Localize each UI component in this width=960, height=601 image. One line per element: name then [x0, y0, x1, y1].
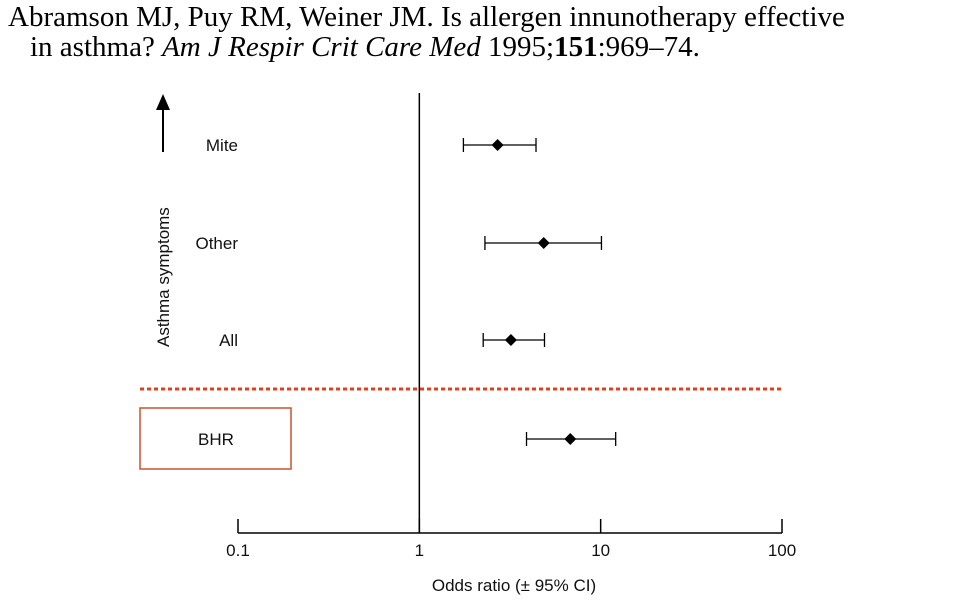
citation-line-1: Abramson MJ, Puy RM, Weiner JM. Is aller… — [8, 1, 845, 33]
forest-row: Other — [195, 234, 603, 253]
subgroup-box — [139, 407, 292, 470]
point-estimate — [537, 237, 550, 249]
x-axis: 0.1 1 10 100 — [140, 93, 796, 560]
row-label: Other — [195, 234, 238, 253]
x-tick-label: 100 — [768, 541, 796, 560]
group-label-asthma-symptoms: Asthma symptoms — [154, 207, 173, 347]
point-estimate — [564, 433, 577, 445]
citation-volume: 151 — [554, 31, 598, 63]
row-label: BHR — [198, 430, 234, 449]
citation-year: 1995; — [480, 31, 555, 63]
annotations: Asthma symptoms Odds ratio (± 95% CI) — [154, 94, 596, 595]
point-estimate — [504, 334, 517, 346]
citation-line-2: in asthma? Am J Respir Crit Care Med 199… — [8, 32, 958, 62]
point-estimate — [491, 139, 504, 151]
forest-row: BHR — [139, 407, 617, 470]
citation-journal: Am J Respir Crit Care Med — [162, 31, 481, 63]
x-tick-label: 1 — [415, 541, 424, 560]
row-label: Mite — [206, 136, 238, 155]
forest-rows: Mite Other All BHR — [139, 136, 617, 470]
citation-pages: :969–74. — [597, 31, 700, 63]
citation: Abramson MJ, Puy RM, Weiner JM. Is aller… — [8, 2, 958, 62]
forest-row: Mite — [206, 136, 537, 155]
citation-line2-prefix: in asthma? — [30, 31, 163, 63]
row-label: All — [219, 331, 238, 350]
x-tick-label: 10 — [591, 541, 610, 560]
x-axis-label: Odds ratio (± 95% CI) — [432, 576, 596, 595]
forest-row: All — [219, 331, 546, 350]
group-arrow-icon — [156, 94, 170, 152]
x-tick-label: 0.1 — [226, 541, 250, 560]
